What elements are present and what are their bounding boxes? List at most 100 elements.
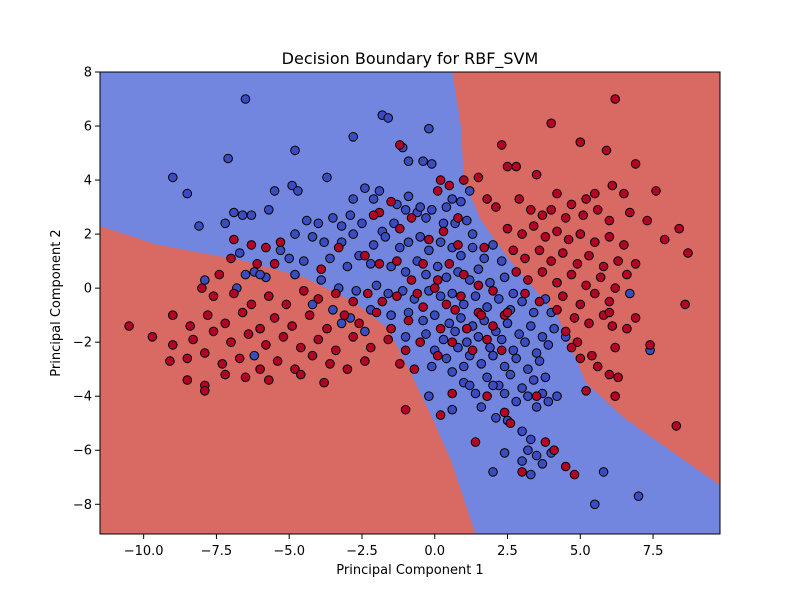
point-red-25	[578, 210, 589, 220]
point-blue-29	[456, 196, 466, 207]
point-blue-73	[365, 259, 376, 269]
point-red-8	[630, 159, 641, 169]
point-red-52	[630, 259, 641, 269]
point-red-145	[269, 313, 280, 323]
point-red-87	[246, 240, 257, 250]
point-blue-183	[531, 450, 542, 461]
point-red-114	[444, 259, 455, 269]
point-blue-193	[625, 288, 635, 299]
point-red-47	[558, 248, 568, 258]
point-red-132	[412, 288, 423, 299]
point-red-109	[374, 259, 385, 269]
point-blue-53	[368, 240, 379, 250]
point-blue-42	[328, 213, 338, 223]
point-blue-189	[598, 467, 609, 477]
point-blue-0	[240, 94, 251, 104]
point-red-21	[526, 205, 536, 215]
point-blue-101	[459, 299, 469, 310]
point-blue-7	[403, 156, 414, 166]
point-blue-136	[473, 332, 484, 342]
point-blue-65	[496, 256, 507, 266]
point-red-14	[552, 188, 562, 199]
point-red-153	[403, 315, 414, 326]
point-red-76	[610, 342, 621, 353]
point-blue-184	[537, 459, 548, 469]
point-red-16	[581, 194, 591, 204]
point-red-44	[520, 253, 530, 264]
point-blue-114	[386, 310, 396, 321]
point-blue-100	[447, 288, 458, 299]
point-red-176	[400, 345, 411, 356]
point-blue-59	[435, 237, 446, 247]
point-blue-150	[499, 361, 510, 372]
point-blue-83	[485, 277, 495, 288]
point-blue-28	[447, 194, 458, 204]
point-red-163	[168, 340, 178, 350]
point-red-69	[584, 318, 594, 329]
point-blue-194	[255, 269, 265, 280]
point-red-166	[226, 337, 236, 348]
point-red-195	[395, 359, 405, 369]
point-red-33	[502, 223, 513, 234]
point-red-169	[278, 332, 289, 342]
point-blue-133	[438, 334, 449, 345]
point-red-185	[200, 348, 210, 358]
point-red-214	[549, 445, 559, 456]
point-red-211	[531, 391, 542, 402]
point-blue-33	[462, 215, 472, 226]
point-red-79	[604, 369, 615, 380]
point-blue-37	[246, 210, 257, 220]
point-red-187	[234, 353, 245, 364]
point-blue-95	[383, 288, 394, 299]
point-blue-69	[299, 256, 309, 266]
point-red-72	[560, 326, 571, 337]
point-blue-177	[491, 413, 501, 423]
point-red-75	[592, 361, 603, 372]
point-blue-115	[403, 307, 414, 318]
point-red-13	[590, 188, 600, 199]
point-red-156	[450, 305, 460, 315]
point-red-215	[517, 467, 527, 477]
point-red-219	[622, 323, 632, 334]
point-blue-102	[470, 291, 481, 302]
point-blue-145	[441, 353, 452, 364]
point-blue-106	[517, 296, 527, 307]
point-red-57	[566, 269, 577, 280]
point-blue-89	[200, 275, 210, 285]
point-blue-140	[520, 337, 530, 348]
point-red-186	[217, 359, 228, 369]
point-blue-148	[476, 359, 487, 369]
point-red-105	[453, 213, 463, 223]
point-blue-135	[462, 337, 472, 348]
point-red-190	[290, 364, 300, 375]
point-red-9	[473, 172, 484, 183]
point-red-97	[395, 223, 405, 234]
point-red-184	[182, 353, 193, 364]
y-tick-label: −2	[73, 336, 92, 351]
point-red-147	[304, 310, 315, 321]
point-blue-124	[514, 329, 525, 339]
point-red-68	[569, 313, 580, 323]
point-blue-168	[499, 388, 510, 399]
point-blue-66	[234, 248, 245, 258]
point-red-129	[363, 288, 373, 299]
point-blue-35	[229, 207, 239, 218]
point-blue-125	[526, 321, 536, 331]
point-red-179	[447, 337, 458, 348]
point-red-104	[444, 180, 455, 191]
point-blue-56	[403, 237, 414, 247]
point-blue-170	[523, 391, 533, 402]
point-blue-10	[223, 153, 233, 164]
points-layer	[124, 94, 693, 510]
point-red-3	[601, 145, 612, 156]
point-blue-173	[552, 391, 562, 402]
y-axis-title: Principal Component 2	[49, 229, 64, 376]
chart-title: Decision Boundary for RBF_SVM	[282, 49, 539, 69]
point-blue-2	[383, 113, 394, 123]
point-red-50	[598, 261, 609, 272]
point-blue-132	[421, 329, 431, 339]
point-blue-197	[269, 186, 280, 196]
point-red-124	[281, 299, 292, 310]
point-blue-84	[499, 272, 510, 283]
point-red-123	[264, 291, 274, 302]
